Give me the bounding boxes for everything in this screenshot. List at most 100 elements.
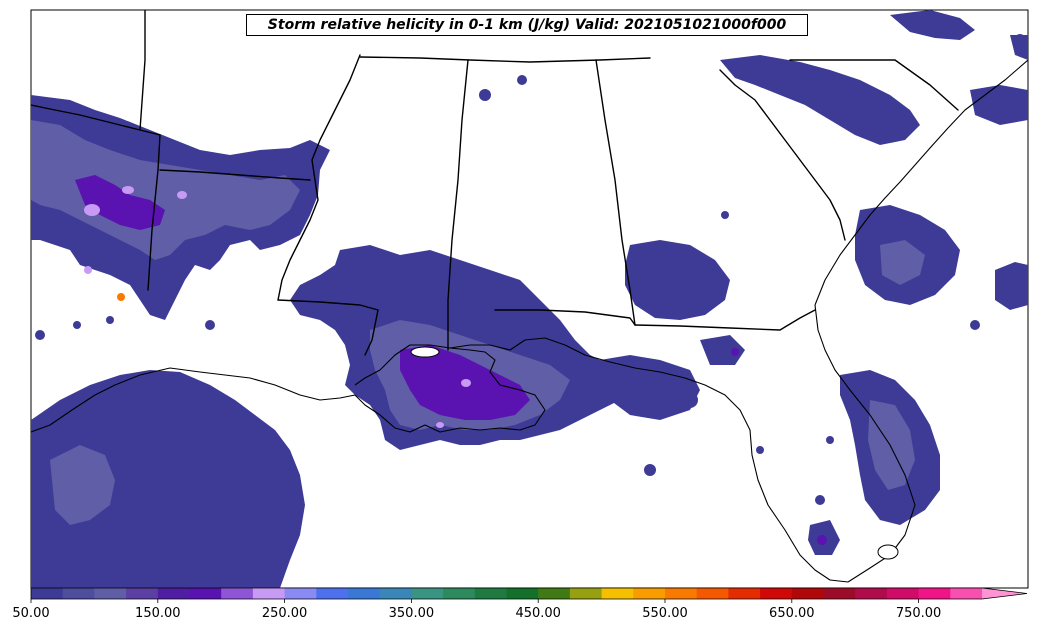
colorbar-tick-label: 150.00 — [135, 606, 181, 621]
border-la-ms-pearl — [364, 309, 379, 356]
field-cell-3 — [644, 464, 656, 476]
field-cell-14 — [826, 436, 834, 444]
colorbar-segment — [157, 588, 190, 599]
field-region-gulf-mid — [50, 445, 115, 525]
field-peak-central-1 — [461, 379, 471, 387]
colorbar-segment — [316, 588, 349, 599]
colorbar-segment — [760, 588, 793, 599]
field-region-carolina-north — [890, 10, 975, 40]
map-title: Storm relative helicity in 0-1 km (J/kg)… — [246, 14, 808, 36]
colorbar-segment — [950, 588, 983, 599]
colorbar-segment — [62, 588, 95, 599]
colorbar-segment — [569, 588, 603, 599]
colorbar-segment — [791, 588, 824, 599]
border-ga-sc — [719, 69, 846, 241]
colorbar-extend-arrow — [982, 588, 1027, 599]
field-peak-west-4 — [84, 266, 92, 274]
field-hotspot-west — [117, 293, 125, 301]
border-ga-fl — [634, 309, 816, 331]
map-title-text: Storm relative helicity in 0-1 km (J/kg)… — [267, 17, 787, 33]
colorbar-segment — [379, 588, 412, 599]
colorbar-segment — [189, 588, 222, 599]
colorbar-segment — [601, 588, 634, 599]
border-ar-la — [159, 169, 311, 181]
colorbar-segment — [633, 588, 666, 599]
field-region-west-high — [75, 175, 165, 230]
field-region-florida-mid — [868, 400, 915, 490]
field-region-atlantic-mid — [880, 240, 925, 285]
lakes — [410, 346, 899, 560]
border-ok-north — [139, 10, 146, 131]
coast-southeast — [814, 59, 1028, 306]
colorbar-segment — [538, 588, 571, 599]
field-peak-west-1 — [84, 204, 100, 216]
field-cell-5 — [721, 211, 729, 219]
field-peak-ga — [731, 348, 739, 356]
colorbar-tick-label: 50.00 — [12, 606, 49, 621]
border-tn-south — [359, 56, 651, 63]
colorbar-segment — [443, 588, 476, 599]
colorbar-segment — [728, 588, 761, 599]
colorbar-segment — [696, 588, 729, 599]
border-nc-sc — [789, 59, 959, 111]
colorbar-segment — [918, 588, 951, 599]
colorbar-tick-label: 550.00 — [642, 606, 688, 621]
map-area — [31, 10, 1028, 588]
field-cell-8 — [73, 321, 81, 329]
coast-gulf-east — [449, 337, 849, 583]
colorbar-segment — [126, 588, 159, 599]
helicity-field — [31, 10, 1028, 588]
colorbar-tick-label: 250.00 — [262, 606, 308, 621]
colorbar — [30, 587, 1028, 600]
field-cell-13 — [1014, 34, 1026, 46]
field-region-alabama — [625, 240, 730, 320]
field-cell-12 — [970, 320, 980, 330]
border-al-ga — [595, 59, 636, 326]
colorbar-segment — [252, 588, 286, 599]
field-region-carolina — [720, 55, 920, 145]
coast-louisiana — [354, 344, 546, 433]
colorbar-segment — [474, 588, 507, 599]
field-peak-west-3 — [177, 191, 187, 199]
colorbar-outline — [30, 587, 1028, 600]
field-peak-west-2 — [122, 186, 134, 194]
field-cell-2 — [517, 75, 527, 85]
colorbar-segment — [886, 588, 920, 599]
colorbar-segment — [284, 588, 317, 599]
lake-pontchartrain — [410, 346, 440, 358]
field-region-gulf — [31, 370, 305, 588]
colorbar-tick-label: 350.00 — [389, 606, 435, 621]
colorbar-tick-label: 650.00 — [769, 606, 815, 621]
field-cell-1 — [479, 89, 491, 101]
colorbar-tick-label: 750.00 — [896, 606, 942, 621]
colorbar-segment — [221, 588, 254, 599]
field-cell-11 — [205, 320, 215, 330]
field-peak-fl — [817, 535, 827, 545]
field-cell-9 — [35, 330, 45, 340]
field-region-atlantic-east — [995, 262, 1028, 310]
field-peak-central-2 — [436, 422, 444, 428]
colorbar-segment — [31, 588, 64, 599]
colorbar-ticks: 50.00 150.00 250.00 350.00 450.00 550.00 650.0… — [12, 599, 941, 621]
coast-texas — [31, 367, 356, 433]
colorbar-segment — [855, 588, 888, 599]
state-borders — [31, 10, 959, 356]
field-cell-7 — [815, 495, 825, 505]
border-ok-ar — [147, 134, 161, 291]
colorbar-segment — [94, 588, 127, 599]
field-cell-6 — [756, 446, 764, 454]
field-region-ga-small — [700, 335, 745, 365]
field-region-west-mid — [31, 120, 300, 260]
colorbar-segment — [348, 588, 381, 599]
colorbar-segment — [665, 588, 698, 599]
lake-okeechobee — [877, 544, 899, 560]
field-cell-10 — [106, 316, 114, 324]
colorbar-segment — [823, 588, 856, 599]
colorbar-segment — [506, 588, 539, 599]
colorbar-tick-label: 450.00 — [515, 606, 561, 621]
border-ms-al — [447, 59, 469, 351]
colorbar-segment — [411, 588, 444, 599]
border-mississippi-river — [277, 54, 361, 301]
